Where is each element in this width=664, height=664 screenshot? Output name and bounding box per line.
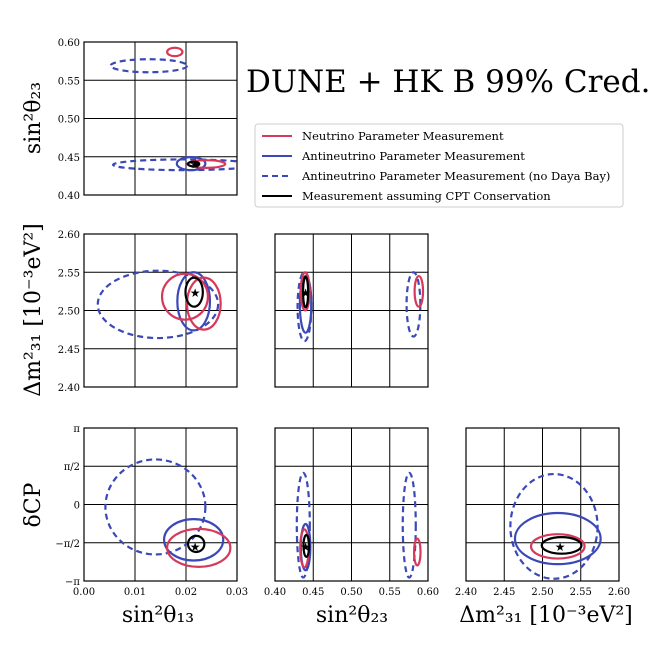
x-tick-label: 0.45 [302, 587, 324, 598]
best-fit-marker: ★ [190, 286, 201, 300]
x-tick-label: 0.40 [264, 587, 286, 598]
best-fit-marker: ★ [300, 540, 311, 554]
best-fit-marker: ★ [555, 540, 566, 554]
legend-frame [254, 123, 624, 208]
contour-antineutrino-no-dayabay [405, 271, 422, 338]
best-fit-marker: ★ [300, 286, 311, 300]
xlabel-sin2theta13: sin²θ₁₃ [122, 603, 194, 628]
ylabel-deltacp: δCP [21, 482, 46, 527]
xlabel-dm31: Δm²₃₁ [10⁻³eV²] [459, 603, 633, 628]
y-tick-label: π [73, 424, 80, 435]
contour-cpt [184, 276, 204, 308]
y-tick-label: 0.60 [58, 38, 80, 49]
panel-s13-vs-dcp: ★ 0.00 0.01 0.02 0.03 −π −π/2 0 π/2 π [55, 424, 248, 598]
contour-antineutrino-no-dayabay [109, 58, 189, 74]
contours [104, 458, 232, 568]
contours [296, 271, 425, 343]
legend-label-neutrino: Neutrino Parameter Measurement [302, 129, 504, 143]
panel-dm-vs-dcp: ★ 2.40 2.45 2.50 2.55 2.60 [455, 427, 630, 598]
x-tick-label: 0.01 [124, 587, 146, 598]
y-tick-label: 2.45 [58, 345, 80, 356]
y-tick-label: 2.50 [58, 307, 80, 318]
x-tick-label: 2.60 [608, 587, 630, 598]
xlabel-sin2theta23: sin²θ₂₃ [316, 603, 388, 628]
y-tick-label: −π/2 [55, 539, 80, 550]
contour-neutrino [166, 527, 232, 568]
x-tick-label: 0.00 [73, 587, 95, 598]
contour-cpt [301, 275, 310, 309]
x-tick-label: 0.55 [379, 587, 401, 598]
panel-s13-vs-dm: ★ 2.40 2.45 2.50 2.55 2.60 [58, 230, 238, 394]
contour-neutrino [299, 271, 311, 312]
ylabel-dm31: Δm²₃₁ [10⁻³eV²] [21, 223, 46, 397]
y-tick-label: 2.60 [58, 230, 80, 241]
axes-frame [83, 41, 238, 196]
axes-frame [274, 233, 429, 388]
contours [109, 46, 237, 172]
legend-label-cpt: Measurement assuming CPT Conservation [302, 189, 551, 203]
contour-antineutrino-no-dayabay [509, 472, 599, 580]
contour-neutrino [413, 274, 425, 308]
contour-cpt [186, 534, 206, 554]
contour-cpt [540, 536, 583, 555]
y-tick-label: 2.40 [58, 383, 80, 394]
contour-neutrino [412, 537, 422, 567]
contours [96, 269, 222, 340]
contour-antineutrino [162, 518, 225, 562]
y-tick-label: 2.55 [58, 268, 80, 279]
panel-s23-vs-dcp: ★ 0.40 0.45 0.50 0.55 0.60 [264, 427, 439, 598]
contour-cpt [186, 160, 201, 168]
panel-s23-vs-dm: ★ [274, 233, 429, 388]
contour-neutrino [185, 276, 222, 331]
x-tick-label: 0.03 [226, 587, 248, 598]
ylabel-sin2theta23: sin²θ₂₃ [21, 82, 46, 154]
x-tick-label: 0.50 [340, 587, 362, 598]
y-tick-label: 0 [74, 501, 80, 512]
x-tick-label: 2.50 [531, 587, 553, 598]
axes-frame [274, 427, 429, 582]
contour-cpt [302, 533, 311, 558]
x-tick-label: 0.60 [417, 587, 439, 598]
contour-antineutrino [513, 511, 602, 566]
contour-antineutrino-no-dayabay [104, 458, 207, 556]
contour-neutrino [160, 272, 210, 321]
y-tick-label: 0.55 [58, 76, 80, 87]
axes-frame [83, 233, 238, 388]
y-tick-label: −π [65, 577, 80, 588]
legend: Neutrino Parameter Measurement Antineutr… [254, 123, 624, 208]
axes-frame [465, 427, 620, 582]
contour-neutrino [529, 533, 586, 560]
axes-frame [83, 427, 238, 582]
best-fit-marker: ★ [190, 157, 201, 171]
x-tick-label: 2.40 [455, 587, 477, 598]
contour-antineutrino [175, 156, 207, 172]
contours [509, 472, 602, 580]
chart-title: DUNE + HK B 99% Cred. [246, 64, 650, 100]
y-tick-label: π/2 [64, 462, 80, 473]
contour-antineutrino-no-dayabay [96, 269, 220, 340]
x-tick-label: 2.45 [493, 587, 515, 598]
y-tick-label: 0.40 [58, 191, 80, 202]
panel-s13-vs-s23: ★ 0.40 0.45 0.50 0.55 0.60 [58, 38, 238, 202]
contour-antineutrino-no-dayabay [401, 471, 417, 579]
contour-antineutrino [176, 271, 212, 332]
x-tick-label: 0.02 [175, 587, 197, 598]
contour-antineutrino-no-dayabay [295, 471, 311, 579]
legend-label-antineutrino-no-dayabay: Antineutrino Parameter Measurement (no D… [301, 169, 610, 183]
legend-label-antineutrino: Antineutrino Parameter Measurement [301, 149, 525, 163]
best-fit-marker: ★ [190, 540, 201, 554]
y-tick-label: 0.45 [58, 153, 80, 164]
x-tick-label: 2.55 [570, 587, 592, 598]
contours [295, 471, 422, 579]
contour-neutrino [166, 46, 184, 58]
y-tick-label: 0.50 [58, 115, 80, 126]
